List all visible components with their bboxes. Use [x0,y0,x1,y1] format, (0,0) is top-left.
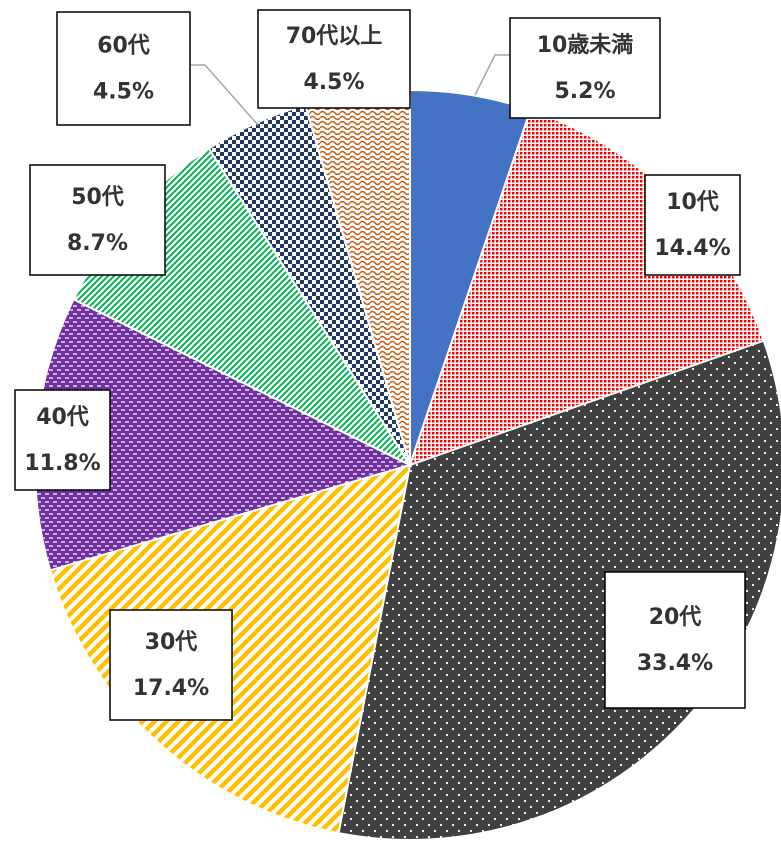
category-label: 20代 [649,605,702,630]
category-label: 60代 [97,34,150,59]
category-label: 40代 [36,405,89,430]
label-box [257,9,411,109]
label-box [29,164,166,276]
leader-line [474,54,510,96]
label-box [509,17,661,119]
label-box [109,609,233,721]
value-label: 33.4% [637,651,713,676]
value-label: 4.5% [93,80,154,105]
value-label: 11.8% [24,451,100,476]
pie-slice [337,339,781,841]
value-label: 8.7% [67,231,128,256]
label-box [604,571,746,709]
label-box [14,389,111,491]
category-label: 10歳未満 [537,32,634,58]
value-label: 17.4% [133,676,209,701]
leader-line [190,64,259,126]
label-box [56,11,191,126]
value-label: 4.5% [303,70,364,95]
category-label: 70代以上 [286,24,383,49]
category-label: 30代 [145,630,198,655]
category-label: 10代 [666,190,719,215]
value-label: 5.2% [554,79,615,104]
value-label: 14.4% [654,236,730,261]
category-label: 50代 [71,185,124,210]
label-box [644,174,741,276]
